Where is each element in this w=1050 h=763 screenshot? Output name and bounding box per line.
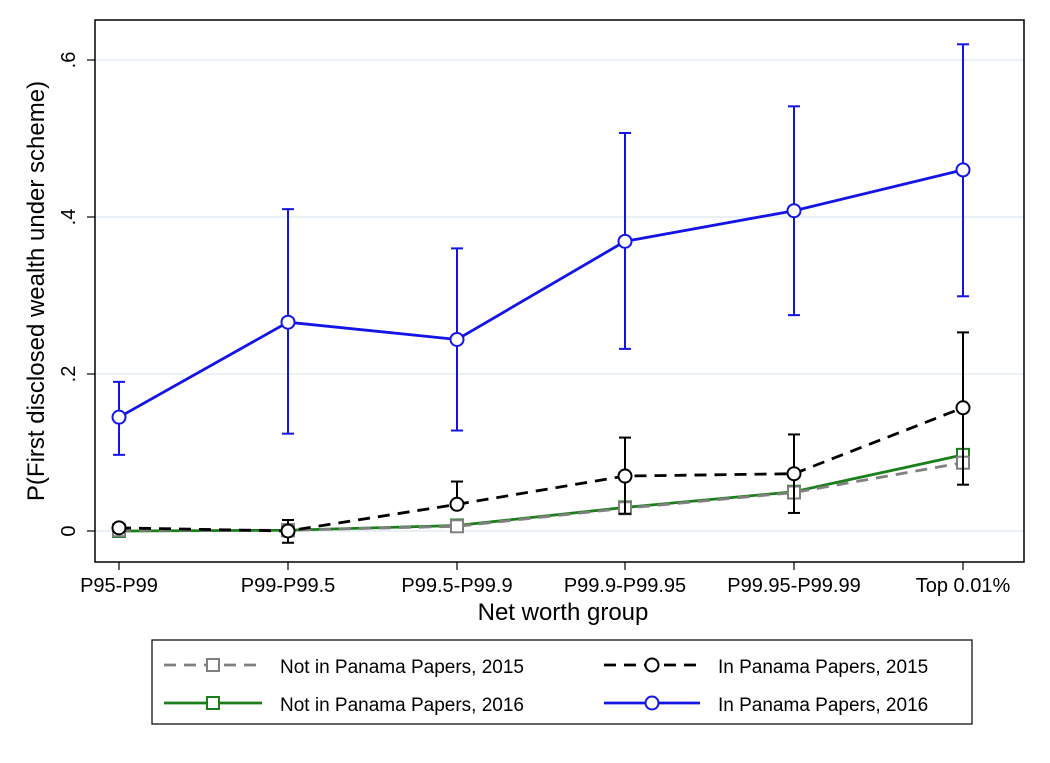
x-tick-label-1: P99-P99.5: [241, 575, 336, 597]
y-tick-label-0: 0: [58, 525, 80, 536]
series-line-1: [118, 406, 964, 533]
legend-label-2: Not in Panama Papers, 2016: [280, 695, 524, 716]
x-tick-label-2: P99.5-P99.9: [401, 575, 512, 597]
data-point-1-2: [449, 496, 465, 512]
y-axis: 0 .2 .4 .6: [58, 52, 95, 537]
data-point-3-5: [955, 162, 971, 178]
data-point-1-1: [280, 523, 296, 539]
data-point-3-2: [449, 331, 465, 347]
series-lines: [111, 43, 971, 544]
legend-label-3: In Panama Papers, 2016: [718, 695, 928, 716]
legend: Not in Panama Papers, 2015 In Panama Pape…: [164, 657, 928, 716]
x-axis-title: Net worth group: [478, 599, 649, 626]
x-tick-label-4: P99.95-P99.99: [727, 575, 860, 597]
series-1: [111, 331, 971, 544]
x-axis: P95-P99 P99-P99.5 P99.5-P99.9 P99.9-P99.95 P…: [80, 562, 1010, 597]
y-axis-title: P(First disclosed wealth under scheme): [23, 81, 50, 501]
data-point-3-0: [111, 409, 127, 425]
x-tick-label-0: P95-P99: [80, 575, 158, 597]
data-point-1-5: [955, 400, 971, 416]
data-point-1-0: [111, 520, 127, 536]
legend-marker-2: [206, 696, 220, 710]
legend-marker-1: [644, 657, 660, 673]
data-point-3-3: [617, 233, 633, 249]
x-tick-label-3: P99.9-P99.95: [564, 575, 686, 597]
legend-box: [151, 639, 973, 725]
legend-marker-0: [206, 658, 220, 672]
y-tick-label-3: .6: [58, 52, 80, 69]
data-point-0-2: [450, 519, 464, 534]
y-tick-label-2: .4: [58, 209, 80, 226]
data-point-1-4: [786, 466, 802, 482]
plot-area-border: [94, 19, 1025, 563]
data-point-3-1: [280, 314, 296, 330]
series-3: [111, 43, 971, 456]
series-line-3: [118, 168, 964, 419]
data-point-1-3: [617, 468, 633, 484]
legend-label-0: Not in Panama Papers, 2015: [280, 657, 524, 678]
y-tick-label-1: .2: [58, 366, 80, 383]
data-point-3-4: [786, 203, 802, 219]
x-tick-label-5: Top 0.01%: [916, 575, 1011, 597]
legend-label-1: In Panama Papers, 2015: [718, 657, 928, 678]
legend-marker-3: [644, 695, 660, 711]
